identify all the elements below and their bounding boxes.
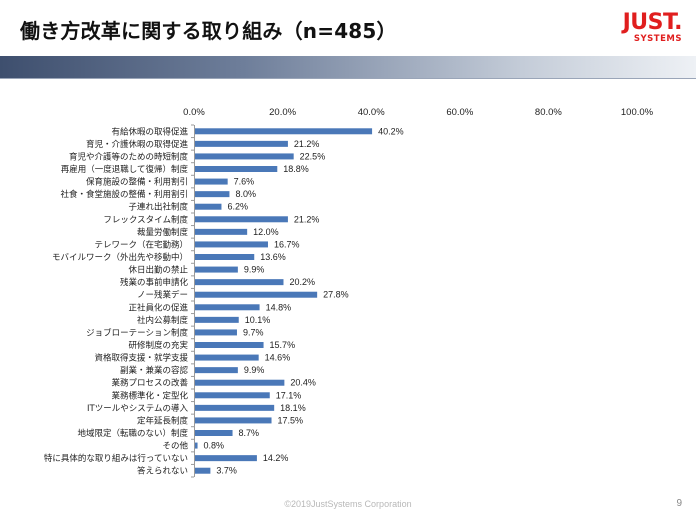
category-label: 有給休暇の取得促進: [111, 126, 188, 137]
bar-value-label: 8.7%: [239, 428, 260, 438]
bar-value-label: 18.1%: [280, 403, 306, 413]
category-label: ジョブローテーション制度: [86, 327, 188, 338]
bar: [195, 467, 211, 474]
bar-value-label: 12.0%: [253, 227, 279, 237]
category-label: 定年延長制度: [137, 415, 189, 426]
category-label: 業務標準化・定型化: [111, 390, 188, 401]
bar: [195, 128, 373, 135]
bar-value-label: 17.5%: [278, 415, 304, 425]
bar-value-label: 22.5%: [300, 151, 326, 161]
header-band: [0, 56, 696, 78]
bar-value-label: 18.8%: [283, 164, 309, 174]
bar: [195, 417, 272, 424]
bar: [195, 279, 284, 286]
bar-value-label: 14.8%: [266, 302, 292, 312]
copyright-footer: ©2019JustSystems Corporation: [284, 499, 412, 509]
bar-value-label: 9.9%: [244, 265, 265, 275]
bar-value-label: 21.2%: [294, 139, 320, 149]
x-tick-label: 0.0%: [183, 107, 205, 118]
bar: [195, 266, 238, 273]
bar-value-label: 6.2%: [227, 202, 248, 212]
bar: [195, 316, 239, 323]
slide-title: 働き方改革に関する取り組み（n=485）: [20, 19, 397, 43]
category-label: ノー残業デー: [137, 290, 188, 301]
bar: [195, 254, 255, 260]
bar-value-label: 14.2%: [263, 453, 289, 463]
category-label: 副業・兼業の容認: [120, 365, 189, 376]
company-logo: JUST. SYSTEMS: [622, 10, 683, 44]
category-label: 社食・食堂施設の整備・利用割引: [60, 189, 188, 200]
category-label: 裁量労働制度: [137, 227, 189, 238]
bar: [195, 455, 257, 462]
bar-value-label: 14.6%: [265, 353, 291, 363]
category-label: 答えられない: [137, 466, 188, 477]
bar: [195, 304, 260, 311]
bar: [195, 140, 288, 147]
bar-value-label: 20.2%: [289, 277, 315, 287]
bar: [195, 166, 278, 172]
bar: [195, 203, 222, 210]
bar: [195, 354, 259, 361]
category-label: モバイルワーク（外出先や移動中）: [52, 252, 188, 263]
logo-text-sub: SYSTEMS: [633, 34, 682, 44]
bar-value-label: 8.0%: [235, 189, 256, 199]
bar: [195, 329, 237, 336]
bar-value-label: 9.9%: [244, 365, 265, 375]
category-label: 休日出勤の禁止: [128, 265, 188, 276]
bar: [195, 430, 233, 436]
category-label: 資格取得支援・就学支援: [94, 353, 188, 364]
bar-value-label: 13.6%: [260, 252, 286, 262]
category-label: 業務プロセスの改善: [111, 378, 188, 389]
bar-value-label: 40.2%: [378, 126, 404, 136]
bar: [195, 191, 230, 198]
category-label: 残業の事前申請化: [120, 277, 189, 288]
x-tick-label: 80.0%: [535, 107, 562, 118]
bar: [195, 392, 270, 399]
bar-value-label: 0.8%: [204, 441, 225, 451]
category-label: 保育施設の整備・利用割引: [86, 177, 188, 188]
bar: [195, 153, 294, 160]
category-label: 育児・介護休暇の取得促進: [86, 139, 189, 150]
bar-value-label: 7.6%: [234, 177, 255, 187]
bar-value-label: 17.1%: [276, 390, 302, 400]
bar: [195, 241, 268, 248]
bar-value-label: 16.7%: [274, 239, 300, 249]
category-label: テレワーク（在宅勤務）: [94, 239, 188, 250]
logo-text-main: JUST.: [622, 10, 683, 35]
bar-value-label: 9.7%: [243, 327, 264, 337]
bar: [195, 216, 288, 223]
category-label: 再雇用（一度退職して復帰）制度: [61, 164, 189, 175]
bar: [195, 228, 248, 235]
bar-value-label: 3.7%: [216, 466, 237, 476]
category-label: 研修制度の充実: [128, 340, 188, 351]
category-label: 子連れ出社制度: [128, 202, 188, 213]
x-tick-label: 100.0%: [621, 107, 654, 118]
x-tick-label: 40.0%: [358, 107, 385, 118]
bar-value-label: 15.7%: [270, 340, 296, 350]
header-divider: [0, 78, 696, 79]
category-label: 社内公募制度: [137, 315, 189, 326]
bar: [195, 342, 264, 348]
category-label: 育児や介護等のための時短制度: [69, 151, 189, 162]
bar: [195, 379, 285, 386]
category-label: フレックスタイム制度: [103, 214, 188, 225]
bar: [195, 178, 228, 185]
category-label: 特に具体的な取り組みは行っていない: [44, 453, 188, 464]
bar-value-label: 10.1%: [245, 315, 271, 325]
bar: [195, 367, 238, 374]
category-label: その他: [162, 441, 188, 452]
x-tick-label: 60.0%: [446, 107, 473, 118]
category-label: 地域限定（転職のない）制度: [77, 428, 188, 439]
category-label: ITツールやシステムの導入: [87, 403, 188, 414]
bar: [195, 291, 318, 298]
bar: [195, 404, 275, 411]
bar-value-label: 21.2%: [294, 214, 320, 224]
category-label: 正社員化の促進: [128, 302, 188, 313]
bar: [195, 442, 198, 449]
bar-value-label: 20.4%: [290, 378, 316, 388]
bar-value-label: 27.8%: [323, 290, 349, 300]
page-number: 9: [676, 498, 682, 509]
x-tick-label: 20.0%: [269, 107, 296, 118]
